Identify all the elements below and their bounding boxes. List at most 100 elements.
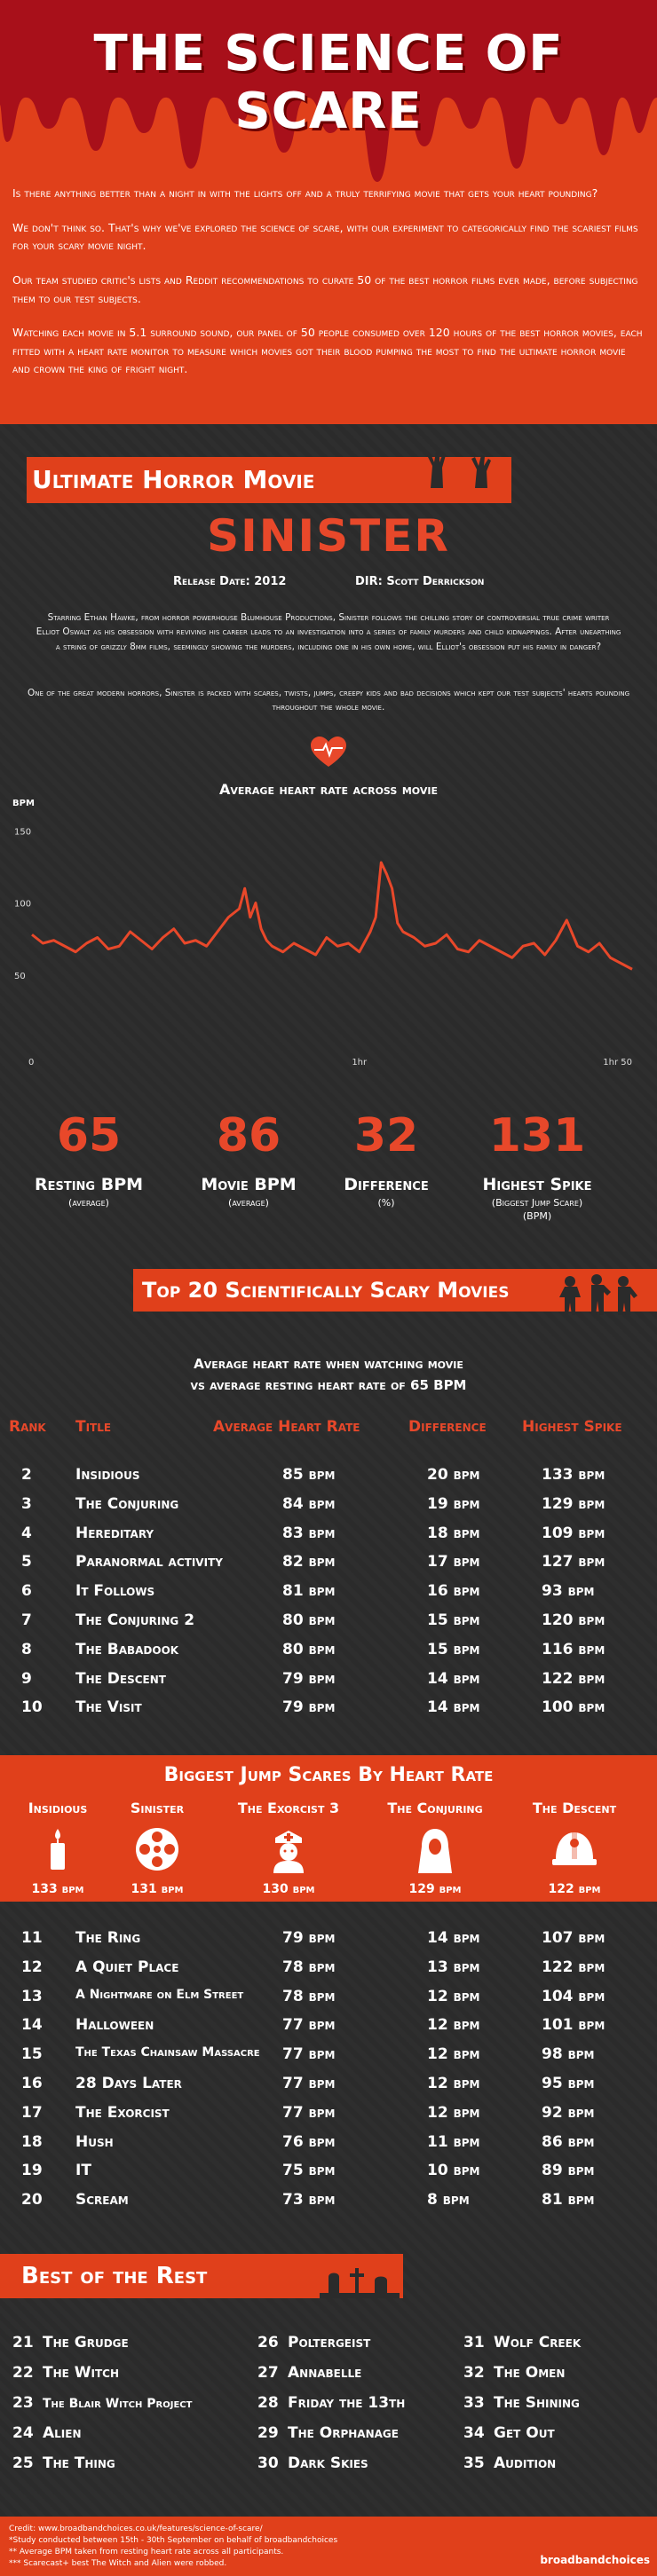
list-item: 33 The Shining: [463, 2394, 580, 2412]
table-row: 3 The Conjuring 84 bpm 19 bpm 129 bpm: [0, 1495, 657, 1524]
cell-title: The Texas Chainsaw Massacre: [75, 2045, 260, 2060]
list-rank: 27: [257, 2364, 279, 2382]
header: THE SCIENCE OF SCARE Is there anything b…: [0, 0, 657, 424]
jump-scares-panel: Biggest Jump Scares By Heart Rate Insidi…: [0, 1755, 657, 1902]
cell-title: The Descent: [75, 1669, 166, 1688]
stat-number: 131: [488, 1109, 586, 1162]
ultimate-section-title: Ultimate Horror Movie: [27, 457, 511, 503]
cell-spike: 104 bpm: [542, 1987, 606, 2005]
cell-title: Halloween: [75, 2016, 154, 2035]
cell-spike: 93 bpm: [542, 1582, 595, 1601]
cell-spike: 86 bpm: [542, 2132, 595, 2151]
jump-name: The Descent: [532, 1800, 617, 1816]
table-row: 4 Hereditary 83 bpm 18 bpm 109 bpm: [0, 1524, 657, 1553]
cell-rank: 10: [21, 1698, 43, 1717]
table-row: 20 Scream 73 bpm 8 bpm 81 bpm: [0, 2191, 657, 2219]
list-title: Friday the 13th: [288, 2394, 406, 2412]
cell-title: The Conjuring 2: [75, 1611, 195, 1629]
x-tick-label: 0: [28, 1058, 34, 1067]
cell-avg: 73 bpm: [282, 2191, 336, 2210]
stat-label: Resting BPM: [34, 1175, 144, 1194]
cell-rank: 13: [21, 1987, 43, 2005]
cell-spike: 89 bpm: [542, 2162, 595, 2180]
list-rank: 29: [257, 2424, 279, 2442]
cell-rank: 6: [21, 1582, 32, 1601]
intro-paragraph: Is there anything better than a night in…: [12, 186, 598, 200]
list-item: 31 Wolf Creek: [463, 2334, 581, 2351]
cell-diff: 14 bpm: [427, 1669, 480, 1688]
list-rank: 32: [463, 2364, 485, 2382]
stat-highest-spike: 131 Highest Spike (Biggest Jump Scare) (…: [462, 1109, 613, 1224]
stat-number: 32: [353, 1109, 419, 1162]
cell-spike: 100 bpm: [542, 1698, 606, 1717]
list-title: Alien: [43, 2424, 82, 2442]
best-of-rest-label: Best of the Rest: [21, 2263, 208, 2289]
footer-credit: Credit: www.broadbandchoices.co.uk/featu…: [9, 2524, 337, 2570]
cell-avg: 78 bpm: [282, 1987, 336, 2005]
list-item: 28 Friday the 13th: [257, 2394, 405, 2412]
cell-rank: 8: [21, 1640, 32, 1658]
jump-item: Sinister 131 bpm: [95, 1800, 219, 1896]
table-row: 5 Paranormal activity 82 bpm 17 bpm 127 bpm: [0, 1553, 657, 1581]
footer: Credit: www.broadbandchoices.co.uk/featu…: [0, 2517, 657, 2576]
cell-avg: 82 bpm: [282, 1553, 336, 1572]
top20-title-label: Top 20 Scientifically Scary Movies: [142, 1278, 510, 1303]
cell-avg: 79 bpm: [282, 1698, 336, 1717]
cell-rank: 17: [21, 2103, 43, 2122]
cell-spike: 81 bpm: [542, 2191, 595, 2210]
synopsis: Starring Ethan Hawke, from horror powerh…: [36, 612, 621, 652]
cell-title: The Visit: [75, 1698, 142, 1717]
list-title: The Grudge: [43, 2334, 129, 2351]
credit-link[interactable]: Credit: www.broadbandchoices.co.uk/featu…: [9, 2525, 263, 2533]
y-tick-label: 50: [14, 972, 26, 981]
list-item: 29 The Orphanage: [257, 2424, 399, 2442]
cell-spike: 133 bpm: [542, 1466, 606, 1484]
stat-movie-bpm: 86 Movie BPM (average): [173, 1109, 324, 1209]
stat-label: Movie BPM: [201, 1175, 297, 1194]
cell-rank: 18: [21, 2132, 43, 2151]
x-tick-label: 1hr: [352, 1058, 368, 1067]
list-rank: 31: [463, 2334, 485, 2351]
stat-sub: (average): [68, 1197, 109, 1209]
cell-title: A Quiet Place: [75, 1958, 179, 1976]
table-row: 7 The Conjuring 2 80 bpm 15 bpm 120 bpm: [0, 1611, 657, 1640]
cell-rank: 14: [21, 2016, 43, 2035]
cell-avg: 75 bpm: [282, 2162, 336, 2180]
intro-paragraph: We don't think so. That's why we've expl…: [12, 220, 638, 253]
stat-sub: (Biggest Jump Scare) (BPM): [491, 1197, 583, 1223]
list-item: 32 The Omen: [463, 2364, 565, 2382]
cell-diff: 13 bpm: [427, 1958, 480, 1976]
cell-diff: 12 bpm: [427, 2075, 480, 2092]
cell-title: Hush: [75, 2132, 114, 2151]
cell-diff: 20 bpm: [427, 1466, 480, 1484]
cell-avg: 81 bpm: [282, 1582, 336, 1601]
list-item: 21 The Grudge: [12, 2334, 129, 2351]
main-title: THE SCIENCE OF SCARE: [93, 25, 564, 140]
jump-name: Insidious: [28, 1800, 88, 1816]
cell-avg: 80 bpm: [282, 1640, 336, 1658]
list-rank: 22: [12, 2364, 34, 2382]
stat-number: 65: [56, 1109, 122, 1162]
list-item: 22 The Witch: [12, 2364, 119, 2382]
list-item: 35 Audition: [463, 2454, 556, 2472]
cell-avg: 80 bpm: [282, 1611, 336, 1629]
jump-value: 130 bpm: [262, 1882, 315, 1896]
stat-sub: (%): [377, 1197, 395, 1209]
header-spike: Highest Spike: [522, 1418, 622, 1436]
cell-avg: 85 bpm: [282, 1466, 336, 1484]
stat-label: Difference: [344, 1175, 429, 1194]
cell-diff: 12 bpm: [427, 2103, 480, 2122]
chart-title: Average heart rate across movie: [219, 781, 438, 798]
jump-value: 133 bpm: [31, 1882, 84, 1896]
series-line: [31, 861, 633, 971]
table-row: 14 Halloween 77 bpm 12 bpm 101 bpm: [0, 2016, 657, 2044]
ultimate-section-label: Ultimate Horror Movie: [32, 465, 315, 494]
list-rank: 33: [463, 2394, 485, 2412]
cell-diff: 12 bpm: [427, 2045, 480, 2064]
cell-title: The Conjuring: [75, 1494, 179, 1513]
cell-diff: 8 bpm: [427, 2191, 470, 2210]
intro-text: Is there anything better than a night in…: [12, 185, 643, 395]
cell-spike: 95 bpm: [542, 2075, 595, 2092]
cell-avg: 77 bpm: [282, 2045, 336, 2064]
